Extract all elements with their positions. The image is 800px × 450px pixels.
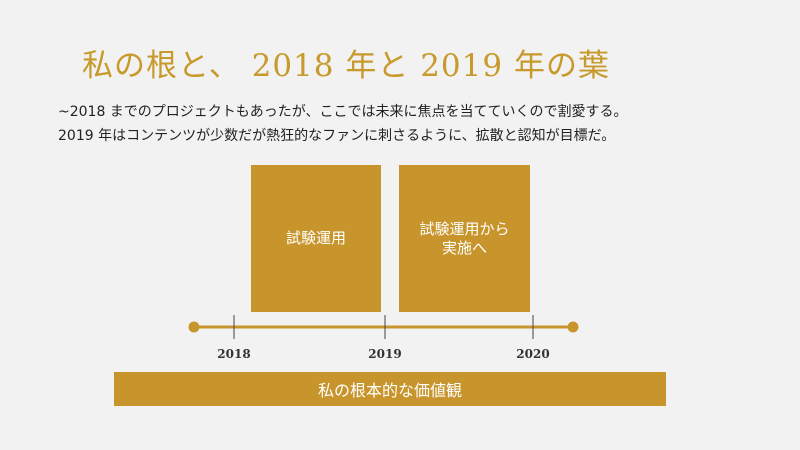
foundation-bar: 私の根本的な価値観 — [114, 372, 666, 406]
description-line-1: ~2018 までのプロジェクトもあったが、ここでは未来に焦点を当てていくので割愛… — [58, 104, 628, 120]
slide-title: 私の根と、 2018 年と 2019 年の葉 — [82, 48, 610, 84]
description-line-2: 2019 年はコンテンツが少数だが熱狂的なファンに刺さるように、拡散と認知が目標… — [58, 128, 616, 144]
timeline-end-dot — [567, 321, 579, 333]
phase-box-implementation-label: 試験運用から 実施へ — [419, 219, 510, 257]
foundation-label: 私の根本的な価値観 — [317, 381, 462, 400]
phase-box-trial: 試験運用 — [251, 165, 381, 312]
phase-box-trial-label: 試験運用 — [285, 229, 346, 247]
timeline-start-dot — [188, 321, 200, 333]
phase-box-implementation: 試験運用から 実施へ — [399, 165, 530, 312]
description: ~2018 までのプロジェクトもあったが、ここでは未来に焦点を当てていくので割愛… — [58, 100, 628, 148]
year-label-2019: 2019 — [368, 347, 402, 361]
year-label-2018: 2018 — [217, 347, 251, 361]
year-label-2020: 2020 — [516, 347, 550, 361]
